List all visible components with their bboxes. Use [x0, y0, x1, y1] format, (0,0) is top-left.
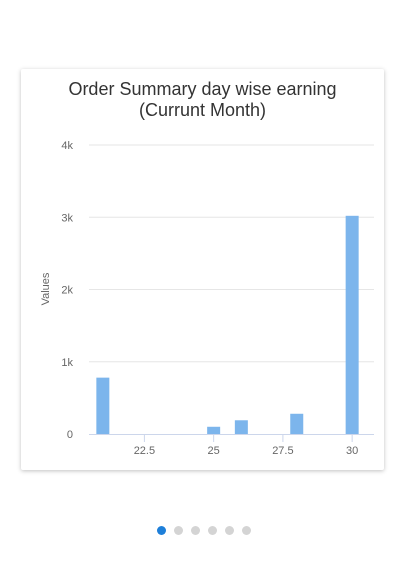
bar [290, 413, 304, 434]
pagination-dot[interactable] [207, 525, 217, 535]
y-tick-label: 3k [61, 212, 73, 224]
y-tick-label: 2k [61, 285, 73, 297]
chart: Order Summary day wise earning (Currunt … [40, 79, 374, 457]
chart-title: Order Summary day wise earning [68, 79, 336, 99]
bar [234, 420, 248, 434]
y-tick-label: 4k [61, 140, 73, 152]
pagination-dot[interactable] [156, 525, 166, 535]
bar [345, 215, 359, 434]
x-tick-label: 30 [346, 445, 358, 457]
bar [96, 377, 110, 434]
y-tick-label: 1k [61, 357, 73, 369]
pagination-dot[interactable] [190, 525, 200, 535]
y-axis-ticks: 0 1k 2k 3k 4k [61, 140, 73, 441]
x-tick-label: 25 [208, 445, 220, 457]
pagination-dot[interactable] [241, 525, 251, 535]
x-tick-label: 22.5 [134, 445, 155, 457]
bars [96, 215, 359, 434]
grid-lines [89, 144, 374, 363]
pagination-dot[interactable] [173, 525, 183, 535]
carousel-pagination [0, 524, 407, 536]
y-tick-label: 0 [67, 429, 73, 441]
y-axis-title: Values [40, 272, 52, 305]
chart-subtitle: (Currunt Month) [139, 100, 266, 120]
x-tick-label: 27.5 [272, 445, 293, 457]
chart-card: Order Summary day wise earning (Currunt … [21, 69, 384, 470]
pagination-dot[interactable] [224, 525, 234, 535]
bar [207, 426, 221, 434]
x-axis-ticks: 22.5 25 27.5 30 [134, 434, 358, 457]
